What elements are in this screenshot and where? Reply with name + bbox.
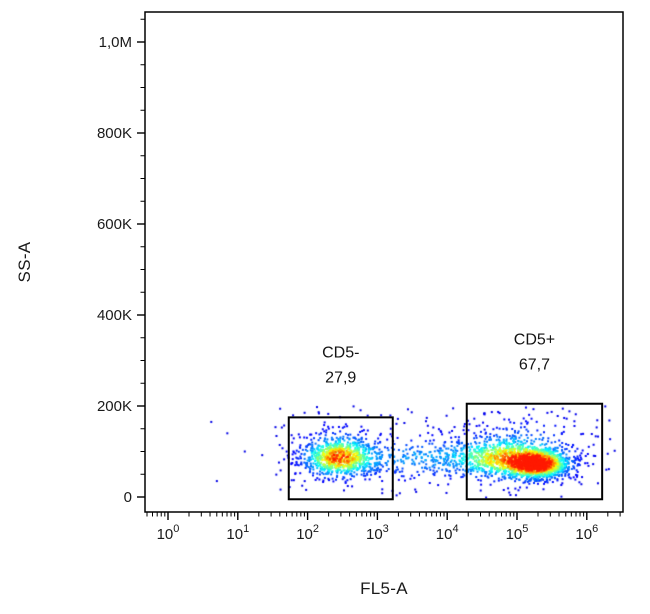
y-tick-label: 800K xyxy=(97,125,132,142)
gate-label-cd5-positive: CD5+ 67,7 xyxy=(514,328,555,378)
x-tick-label: 101 xyxy=(226,523,249,543)
y-tick-label: 600K xyxy=(97,216,132,233)
gate-percentage: 67,7 xyxy=(518,355,551,373)
gate-name: CD5+ xyxy=(513,331,556,349)
x-tick-label: 102 xyxy=(296,523,319,543)
x-tick-label: 104 xyxy=(436,523,459,543)
gate-box-cd5-pos xyxy=(465,402,604,501)
plot-border xyxy=(144,11,624,513)
y-tick-label: 1,0M xyxy=(99,34,132,51)
x-tick-label: 100 xyxy=(157,523,180,543)
y-tick-label: 0 xyxy=(124,489,132,506)
gate-box-cd5-neg xyxy=(287,416,394,501)
x-axis-label: FL5-A xyxy=(360,579,408,598)
x-tick-label: 106 xyxy=(575,523,598,543)
y-axis-label: SS-A xyxy=(15,241,34,283)
gate-name: CD5- xyxy=(322,344,360,362)
gate-label-cd5-negative: CD5- 27,9 xyxy=(322,342,359,392)
x-tick-label: 105 xyxy=(506,523,529,543)
x-tick-label: 103 xyxy=(366,523,389,543)
gate-percentage: 27,9 xyxy=(325,369,357,387)
y-tick-label: 400K xyxy=(97,307,132,324)
y-tick-label: 200K xyxy=(97,398,132,415)
